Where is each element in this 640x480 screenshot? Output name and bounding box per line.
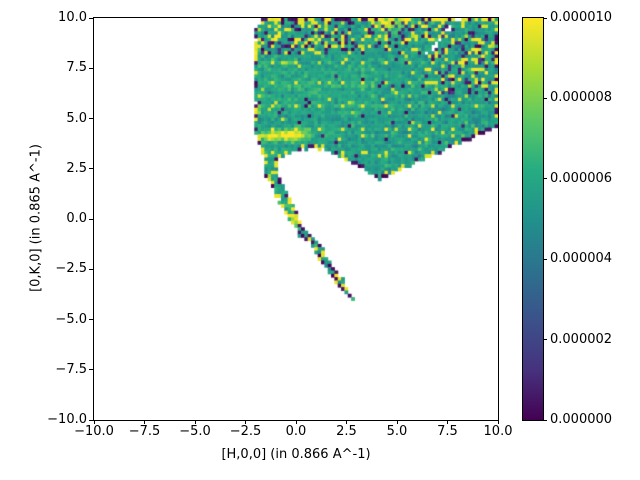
y-tick-label: −5.0 bbox=[55, 311, 87, 327]
heatmap-canvas bbox=[94, 18, 498, 420]
colorbar bbox=[522, 17, 544, 421]
x-tick-mark bbox=[497, 420, 499, 424]
y-tick-mark bbox=[89, 118, 93, 119]
x-tick-label: 0.0 bbox=[285, 424, 307, 439]
y-tick-mark bbox=[89, 218, 93, 220]
y-tick-mark bbox=[89, 67, 93, 69]
y-tick-label: 5.0 bbox=[66, 110, 87, 126]
plot-axes bbox=[93, 17, 499, 421]
x-tick-mark bbox=[396, 420, 398, 424]
colorbar-tick-mark bbox=[543, 17, 547, 19]
x-axis-label: [H,0,0] (in 0.866 A^-1) bbox=[221, 447, 371, 462]
x-tick-mark bbox=[346, 420, 347, 424]
y-tick-mark bbox=[89, 17, 93, 19]
y-tick-mark bbox=[89, 369, 93, 371]
x-tick-mark bbox=[295, 420, 297, 424]
colorbar-tick-mark bbox=[543, 97, 547, 99]
colorbar-tick-mark bbox=[543, 419, 547, 421]
y-tick-mark bbox=[89, 319, 93, 320]
y-tick-label: −2.5 bbox=[55, 261, 87, 277]
y-tick-label: 2.5 bbox=[66, 160, 87, 176]
y-tick-label: 7.5 bbox=[66, 60, 87, 76]
y-tick-label: 0.0 bbox=[66, 211, 87, 226]
colorbar-tick-label: 0.000000 bbox=[550, 412, 613, 427]
x-tick-mark bbox=[447, 420, 448, 424]
colorbar-tick-label: 0.000010 bbox=[550, 10, 613, 25]
colorbar-tick-label: 0.000006 bbox=[550, 170, 613, 186]
x-tick-label: −7.5 bbox=[128, 424, 161, 439]
colorbar-tick-label: 0.000008 bbox=[550, 90, 613, 106]
colorbar-tick-mark bbox=[543, 178, 547, 180]
x-tick-mark bbox=[245, 420, 246, 424]
x-tick-label: 7.5 bbox=[437, 424, 458, 439]
y-tick-label: 10.0 bbox=[58, 10, 87, 25]
y-axis-label: [0,K,0] (in 0.865 A^-1) bbox=[28, 144, 44, 292]
x-tick-label: −10.0 bbox=[74, 424, 114, 439]
colorbar-tick-mark bbox=[543, 339, 547, 341]
x-tick-mark bbox=[144, 420, 145, 424]
colorbar-tick-label: 0.000002 bbox=[550, 331, 613, 347]
x-tick-label: 5.0 bbox=[386, 424, 408, 439]
x-tick-mark bbox=[93, 420, 95, 424]
y-tick-mark bbox=[89, 168, 93, 170]
x-tick-label: −5.0 bbox=[179, 424, 211, 439]
colorbar-tick-mark bbox=[543, 258, 547, 260]
y-tick-mark bbox=[89, 419, 93, 421]
x-tick-label: 2.5 bbox=[336, 424, 357, 439]
y-tick-label: −10.0 bbox=[47, 412, 87, 427]
colorbar-tick-label: 0.000004 bbox=[550, 251, 613, 267]
y-tick-label: −7.5 bbox=[55, 361, 87, 377]
x-tick-label: −2.5 bbox=[229, 424, 262, 439]
x-tick-mark bbox=[194, 420, 196, 424]
y-tick-mark bbox=[89, 268, 93, 270]
x-tick-label: 10.0 bbox=[483, 424, 513, 439]
